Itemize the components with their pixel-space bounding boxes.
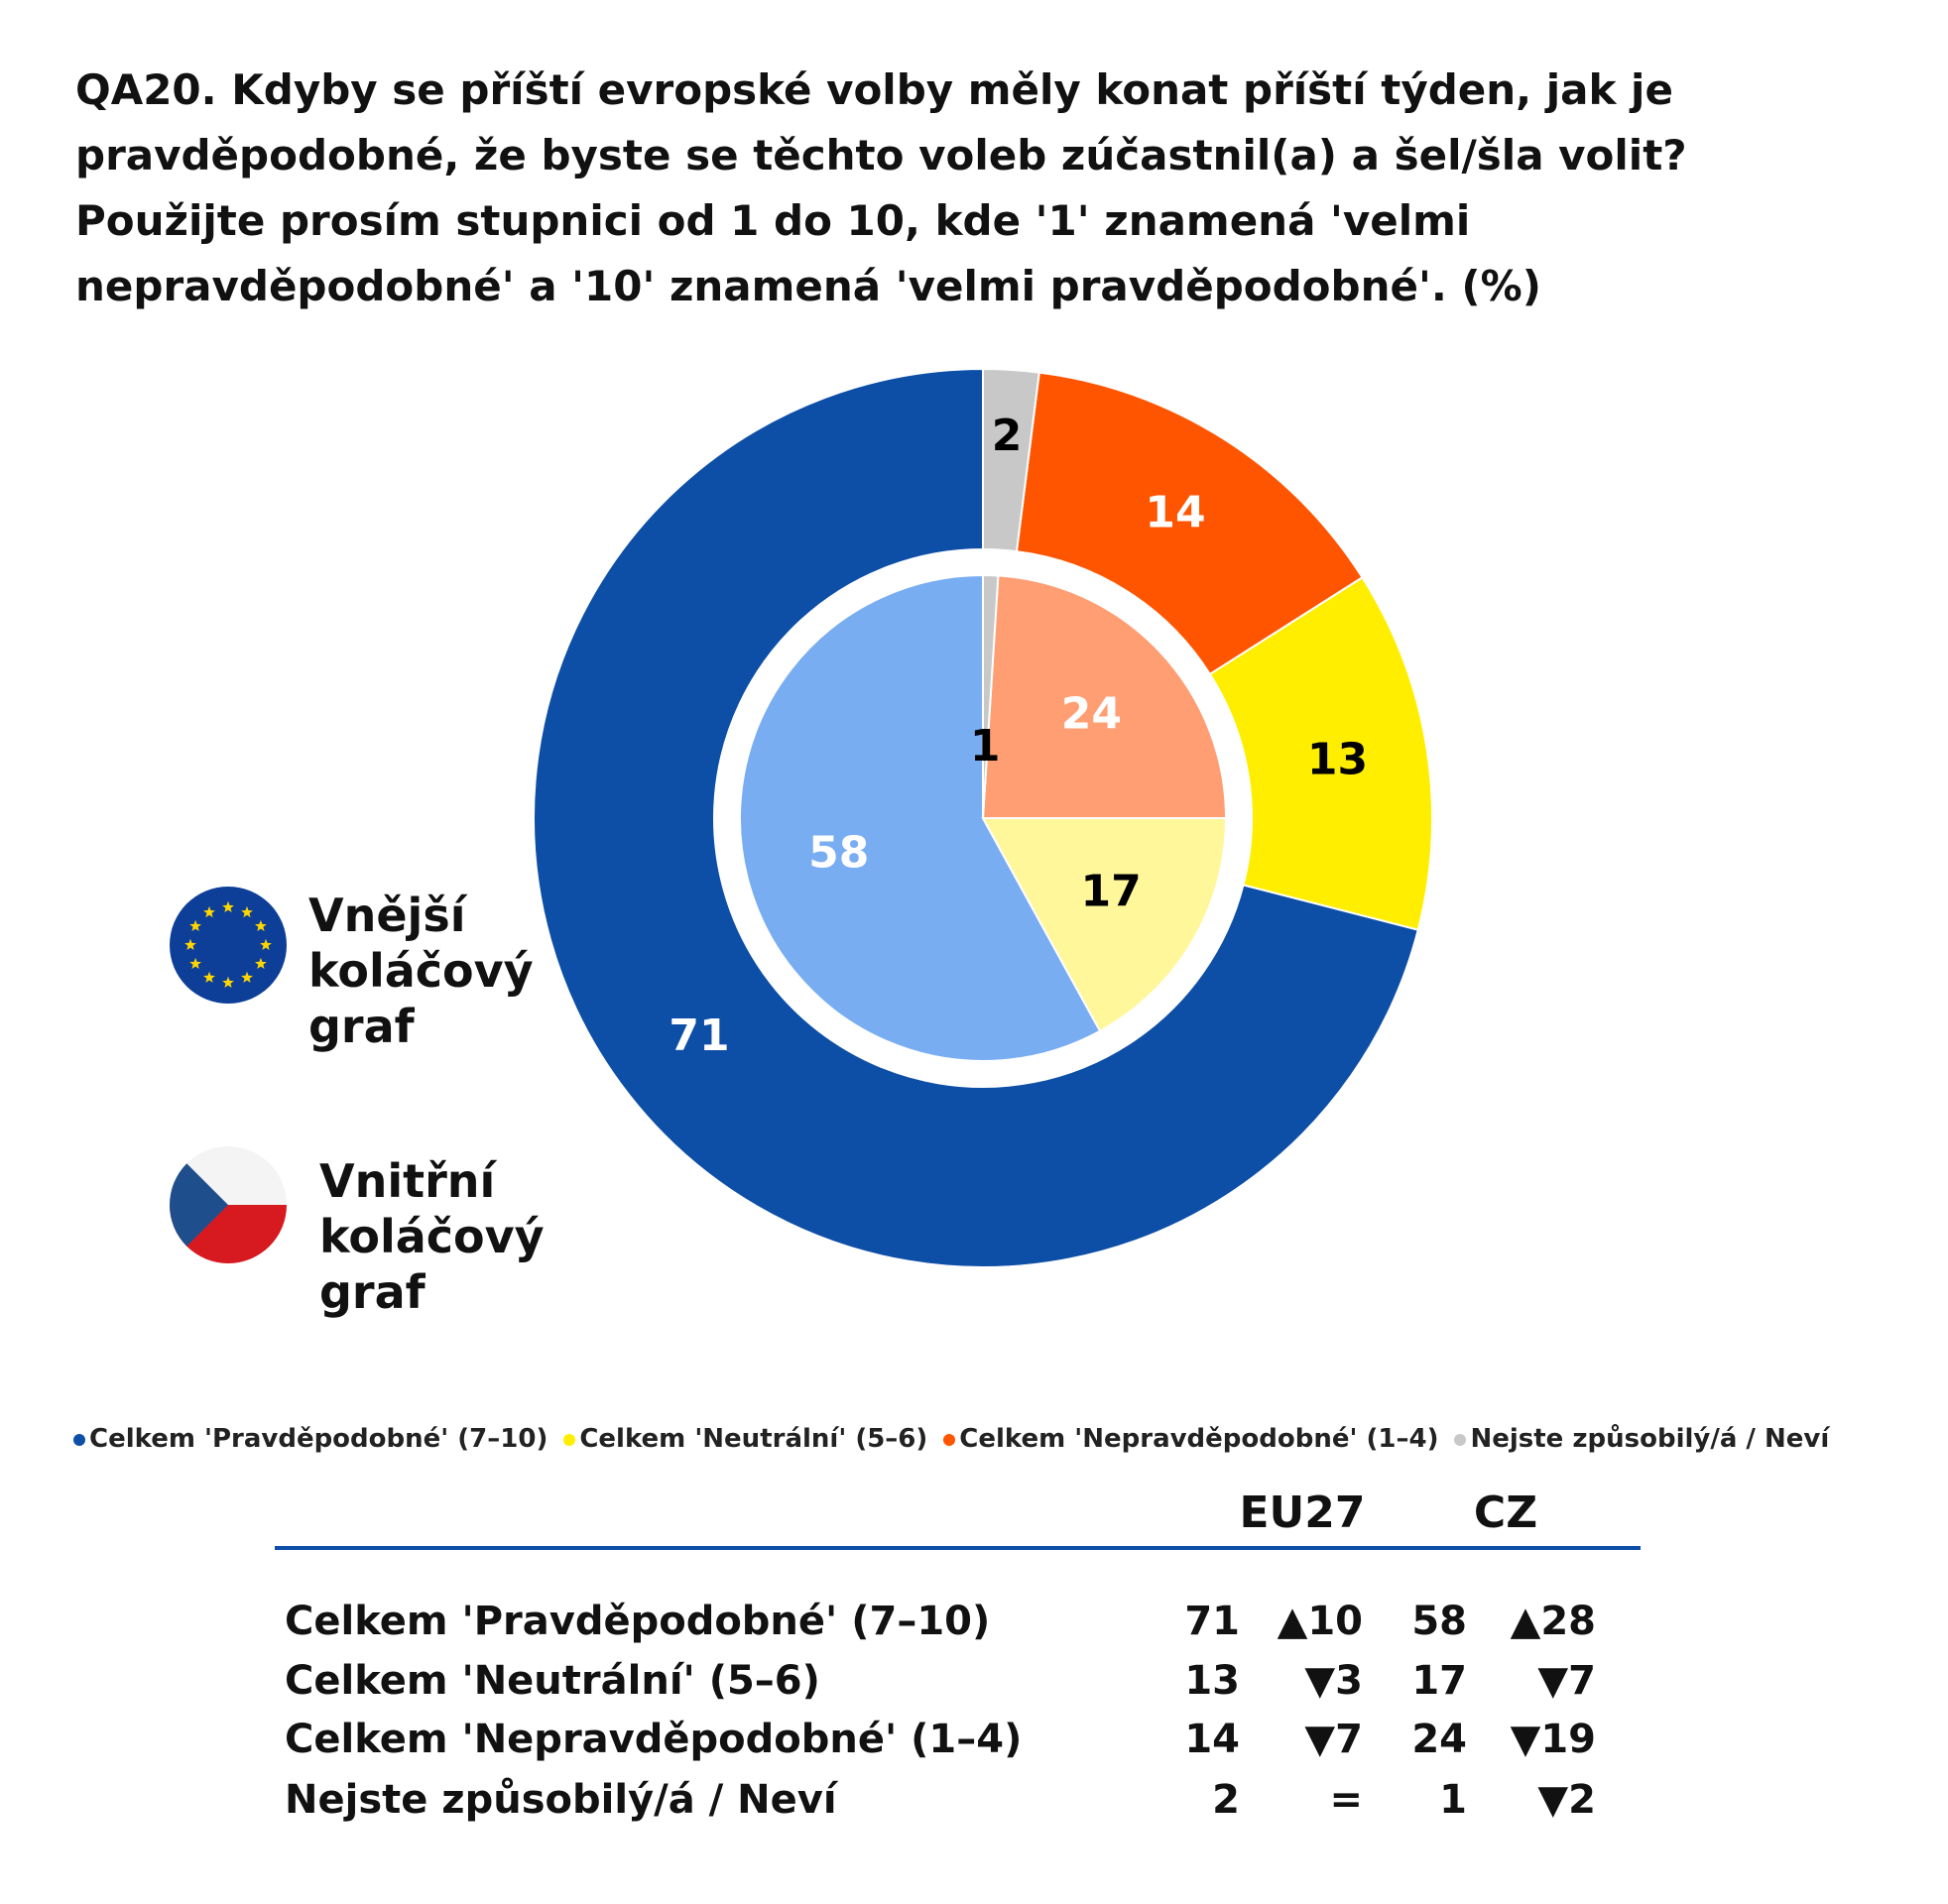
data-label: 2 xyxy=(992,411,1023,461)
data-label: 58 xyxy=(808,827,869,878)
legend: Celkem 'Pravděpodobné' (7–10) Celkem 'Neu… xyxy=(73,1424,1948,1454)
star xyxy=(222,900,234,912)
data-label: 17 xyxy=(1080,866,1141,916)
eu-value: 2 xyxy=(1212,1777,1240,1823)
eu-change: = xyxy=(1329,1777,1363,1823)
ring-name: Vnitřní koláčový graf xyxy=(319,1154,545,1319)
legend-dot xyxy=(563,1433,576,1446)
cz-value: 58 xyxy=(1411,1599,1467,1644)
row-label: Celkem 'Neutrální' (5–6) xyxy=(285,1658,820,1704)
cz-change: ▼7 xyxy=(1537,1658,1596,1704)
cz-value: 17 xyxy=(1411,1658,1467,1704)
cz-change: ▲28 xyxy=(1510,1599,1596,1644)
legend-label: Celkem 'Nepravděpodobné' (1–4) xyxy=(959,1424,1439,1454)
eu-value: 13 xyxy=(1184,1658,1240,1704)
donut-segment xyxy=(1015,371,1364,676)
cz-change: ▼19 xyxy=(1510,1717,1596,1762)
legend-dot xyxy=(943,1433,956,1446)
data-label: 13 xyxy=(1307,734,1368,784)
star xyxy=(241,905,253,918)
legend-dot xyxy=(73,1433,85,1446)
star xyxy=(260,938,272,950)
star xyxy=(184,938,196,950)
star xyxy=(255,957,267,969)
cz-flag xyxy=(170,1146,287,1263)
legend-item: Celkem 'Pravděpodobné' (7–10) xyxy=(73,1424,548,1454)
legend-item: Celkem 'Nepravděpodobné' (1–4) xyxy=(943,1424,1438,1454)
star xyxy=(189,957,201,969)
ring-name: Vnější koláčový graf xyxy=(308,889,534,1053)
eu-value: 71 xyxy=(1184,1599,1240,1644)
legend-item: Celkem 'Neutrální' (5–6) xyxy=(563,1424,927,1454)
legend-dot xyxy=(1454,1433,1467,1446)
eu-value: 14 xyxy=(1184,1717,1240,1762)
data-label: 71 xyxy=(669,1011,729,1061)
legend-label: Celkem 'Pravděpodobné' (7–10) xyxy=(89,1424,548,1454)
data-label: 1 xyxy=(970,721,1001,772)
data-label: 14 xyxy=(1145,487,1205,537)
donut-segment xyxy=(982,573,1000,819)
cz-value: 24 xyxy=(1411,1717,1467,1762)
eu-flag xyxy=(170,887,287,1004)
star xyxy=(203,905,215,918)
donut-segment xyxy=(739,573,1102,1062)
legend-item: Nejste způsobilý/á / Neví xyxy=(1454,1424,1829,1454)
row-label: Celkem 'Nepravděpodobné' (1–4) xyxy=(285,1717,1023,1762)
table-header: CZ xyxy=(1473,1488,1538,1538)
cz-change: ▼2 xyxy=(1537,1777,1596,1823)
donut-segment xyxy=(533,367,1419,1268)
star xyxy=(189,919,201,931)
star xyxy=(241,971,253,983)
row-label: Nejste způsobilý/á / Neví xyxy=(285,1777,837,1823)
legend-label: Nejste způsobilý/á / Neví xyxy=(1470,1424,1830,1454)
donut-segment xyxy=(981,574,1228,819)
eu-change: ▼7 xyxy=(1304,1717,1363,1762)
data-label: 24 xyxy=(1061,688,1122,739)
chart-title: QA20. Kdyby se příští evropské volby měl… xyxy=(75,65,1687,310)
eu-change: ▲10 xyxy=(1277,1599,1363,1644)
star xyxy=(222,976,234,988)
star xyxy=(255,919,267,931)
star xyxy=(203,971,215,983)
donut-segment xyxy=(982,367,1040,553)
eu-change: ▼3 xyxy=(1304,1658,1363,1704)
donut-segment xyxy=(981,817,1228,1033)
cz-value: 1 xyxy=(1439,1777,1467,1823)
row-label: Celkem 'Pravděpodobné' (7–10) xyxy=(285,1599,991,1644)
table-header: EU27 xyxy=(1239,1488,1366,1538)
legend-label: Celkem 'Neutrální' (5–6) xyxy=(579,1424,928,1454)
